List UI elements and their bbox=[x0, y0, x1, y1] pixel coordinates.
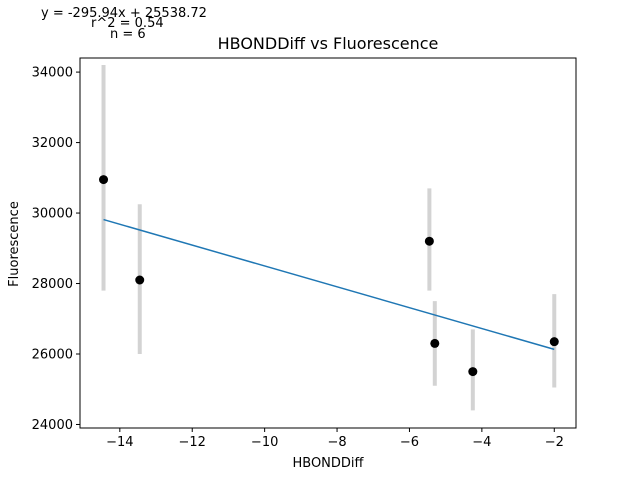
data-point-4 bbox=[468, 367, 478, 377]
x-tick-label-2: −10 bbox=[251, 435, 278, 450]
x-axis-ticks: −14 −12 −10 −8 −6 −4 −2 bbox=[106, 428, 564, 450]
y-tick-label-1: 26000 bbox=[32, 348, 73, 363]
error-bars-layer bbox=[101, 65, 557, 411]
x-tick-label-3: −8 bbox=[327, 435, 346, 450]
x-tick-label-4: −6 bbox=[400, 435, 419, 450]
data-point-5 bbox=[549, 337, 559, 347]
data-point-2 bbox=[424, 236, 434, 246]
sample-count-label: n = 6 bbox=[110, 27, 146, 42]
regression-line bbox=[103, 218, 555, 351]
data-point-3 bbox=[430, 338, 440, 348]
r-squared-label: r^2 = 0.54 bbox=[91, 16, 164, 31]
regression-equation-label: y = -295.94x + 25538.72 bbox=[41, 6, 207, 21]
chart-title: HBONDDiff vs Fluorescence bbox=[218, 34, 439, 53]
x-tick-label-6: −2 bbox=[545, 435, 564, 450]
y-axis-ticks: 24000 26000 28000 30000 32000 34000 bbox=[32, 66, 80, 433]
x-tick-label-0: −14 bbox=[106, 435, 133, 450]
points-layer bbox=[99, 175, 559, 377]
y-tick-label-0: 24000 bbox=[32, 418, 73, 433]
y-tick-label-5: 34000 bbox=[32, 66, 73, 81]
data-point-1 bbox=[135, 275, 145, 285]
data-point-0 bbox=[99, 175, 109, 185]
x-tick-label-1: −12 bbox=[179, 435, 206, 450]
y-tick-label-4: 32000 bbox=[32, 136, 73, 151]
x-axis-label: HBONDDiff bbox=[292, 456, 364, 471]
y-tick-label-2: 28000 bbox=[32, 277, 73, 292]
y-axis-label: Fluorescence bbox=[7, 201, 22, 287]
x-tick-label-5: −4 bbox=[472, 435, 491, 450]
plot-area-frame bbox=[79, 57, 577, 429]
regression-layer bbox=[103, 218, 555, 351]
y-tick-label-3: 30000 bbox=[32, 207, 73, 222]
